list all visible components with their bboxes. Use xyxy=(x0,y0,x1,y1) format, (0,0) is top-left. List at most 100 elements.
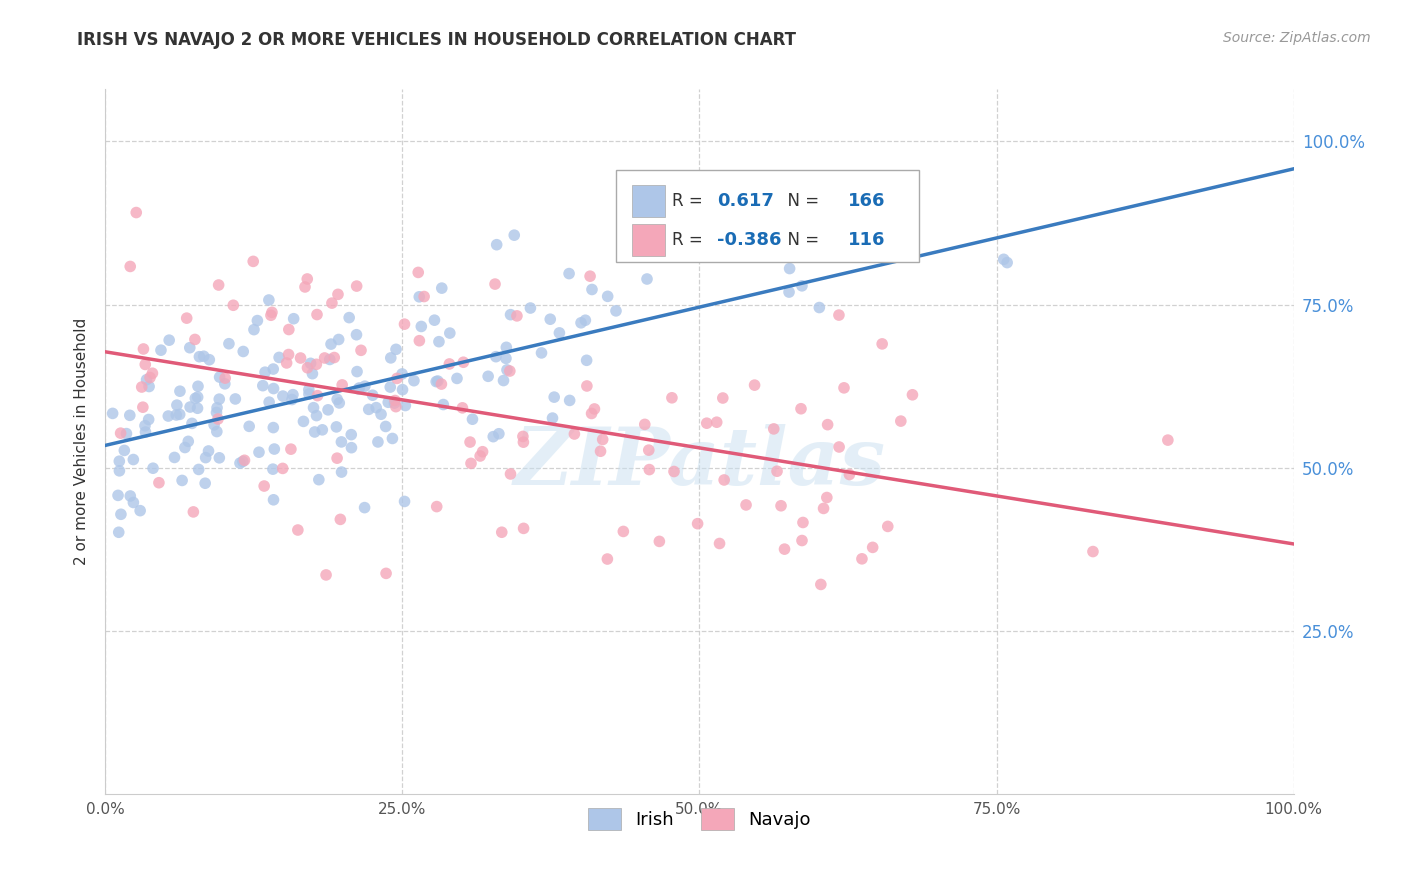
Point xyxy=(696,416,718,430)
Text: ZIPatlas: ZIPatlas xyxy=(513,424,886,501)
Point xyxy=(499,308,522,322)
Point xyxy=(194,476,217,491)
Point xyxy=(135,373,157,387)
Point xyxy=(262,420,284,434)
Point xyxy=(366,401,388,415)
Point xyxy=(468,449,491,463)
Point xyxy=(406,265,429,279)
Text: N =: N = xyxy=(776,192,824,210)
Point xyxy=(792,516,814,530)
Point xyxy=(828,440,851,454)
Point xyxy=(254,365,277,379)
Point xyxy=(122,495,145,509)
Point xyxy=(648,534,671,549)
Point xyxy=(299,356,322,370)
Point xyxy=(214,371,236,385)
Point xyxy=(302,401,325,415)
Point xyxy=(305,308,328,322)
Point xyxy=(596,289,619,303)
Point xyxy=(548,326,571,340)
Point xyxy=(375,566,398,581)
Point xyxy=(495,340,517,354)
Point xyxy=(426,374,449,388)
Point xyxy=(425,375,447,389)
Point xyxy=(519,301,541,315)
Point xyxy=(184,392,207,406)
FancyBboxPatch shape xyxy=(631,185,665,217)
Point xyxy=(179,341,201,355)
Point xyxy=(176,311,198,326)
Text: R =: R = xyxy=(672,231,709,249)
Point xyxy=(172,474,194,488)
Point xyxy=(581,283,603,297)
Point xyxy=(292,414,315,428)
Point xyxy=(394,317,416,331)
Point xyxy=(311,423,333,437)
Point xyxy=(430,377,453,392)
Point xyxy=(357,402,380,417)
Point xyxy=(157,409,180,423)
Point xyxy=(179,400,201,414)
Point xyxy=(222,298,245,312)
Point xyxy=(993,252,1015,267)
Point xyxy=(198,352,221,367)
Point xyxy=(512,435,534,450)
Point xyxy=(530,346,553,360)
Point xyxy=(183,505,205,519)
Point xyxy=(430,281,453,295)
Point xyxy=(499,467,522,481)
Point xyxy=(492,374,515,388)
Point xyxy=(380,351,402,365)
Point xyxy=(134,358,156,372)
Point xyxy=(605,303,627,318)
Point xyxy=(120,260,142,274)
Point xyxy=(141,366,163,380)
Point xyxy=(385,371,408,385)
Point xyxy=(427,334,450,349)
Point xyxy=(205,405,228,419)
Point xyxy=(439,326,461,340)
Point xyxy=(232,454,254,468)
Point xyxy=(541,411,564,425)
Point xyxy=(131,380,153,394)
Text: Source: ZipAtlas.com: Source: ZipAtlas.com xyxy=(1223,31,1371,45)
Point xyxy=(832,381,855,395)
Point xyxy=(277,322,299,336)
Point xyxy=(328,396,350,410)
Point xyxy=(290,351,312,365)
Point xyxy=(229,456,252,470)
Point xyxy=(790,533,813,548)
Point xyxy=(779,261,801,276)
Point xyxy=(277,347,299,361)
Point xyxy=(564,427,586,442)
Point xyxy=(439,357,461,371)
Point xyxy=(862,541,884,555)
Point xyxy=(253,479,276,493)
Point xyxy=(361,388,384,402)
Point xyxy=(538,312,561,326)
Point xyxy=(350,343,373,358)
Point xyxy=(316,402,339,417)
Point xyxy=(637,443,659,458)
Point xyxy=(394,399,416,413)
Point xyxy=(134,418,156,433)
Point xyxy=(446,371,468,385)
Point xyxy=(232,344,254,359)
Point xyxy=(321,296,343,310)
Point xyxy=(367,434,389,449)
Point xyxy=(108,464,131,478)
Point xyxy=(319,337,342,351)
Point xyxy=(280,442,302,457)
Point xyxy=(132,342,155,356)
Point xyxy=(589,444,612,458)
Point xyxy=(735,498,758,512)
Point xyxy=(107,488,129,502)
Point xyxy=(353,379,375,393)
Point xyxy=(187,390,209,404)
Point xyxy=(838,467,860,482)
Point xyxy=(184,333,207,347)
Point xyxy=(163,450,186,465)
Point xyxy=(499,364,522,378)
Point xyxy=(257,293,280,307)
Point xyxy=(193,349,215,363)
